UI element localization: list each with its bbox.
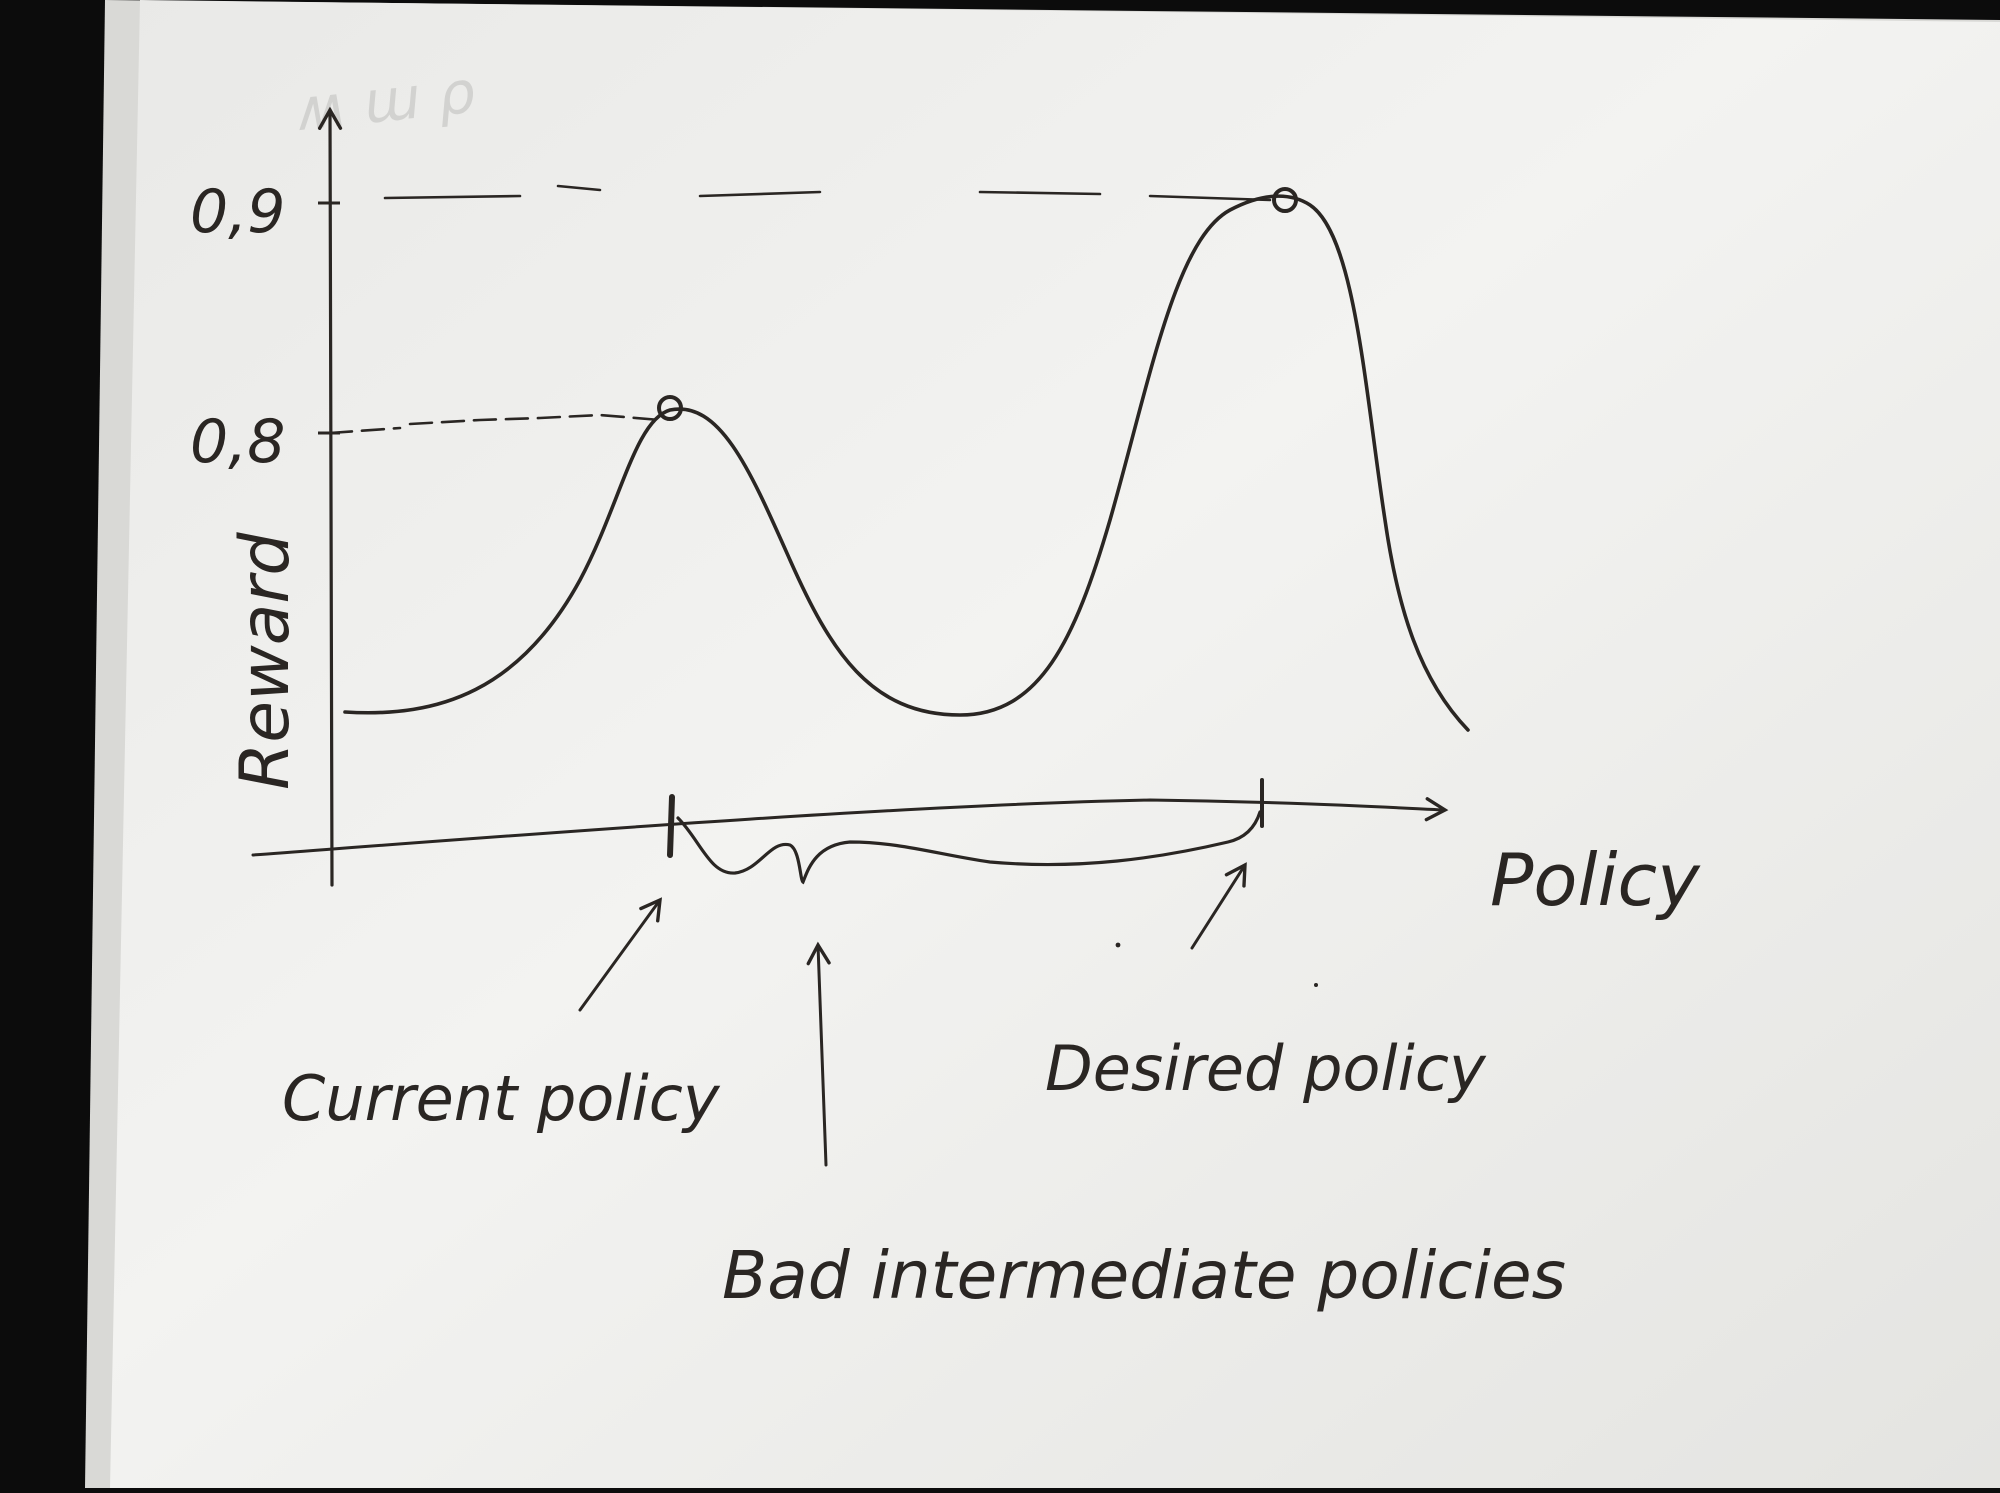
x-axis bbox=[251, 797, 1449, 857]
y-axis-label: Reward bbox=[226, 532, 305, 790]
current-policy-arrow bbox=[578, 897, 663, 1012]
intermediate-brace bbox=[676, 810, 1262, 885]
x-axis-label: Policy bbox=[1490, 838, 1701, 922]
reward-curve bbox=[343, 194, 1470, 732]
dashed-guide-0-8 bbox=[328, 413, 662, 435]
current-policy-marker bbox=[667, 794, 675, 858]
desired-policy-label: Desired policy bbox=[1045, 1032, 1487, 1105]
paper-sheet bbox=[110, 0, 2000, 1488]
bad-policies-arrow bbox=[806, 941, 831, 1167]
bad-policies-label: Bad intermediate policies bbox=[722, 1237, 1566, 1314]
y-axis bbox=[317, 106, 343, 887]
local-peak-point bbox=[657, 395, 683, 421]
y-tick-label-0-8: 0,8 bbox=[190, 407, 285, 477]
stray-dot bbox=[1314, 983, 1318, 987]
desired-policy-arrow bbox=[1190, 862, 1247, 950]
stray-dot bbox=[1115, 942, 1121, 948]
y-tick-label-0-9: 0,9 bbox=[190, 177, 285, 247]
global-peak-point bbox=[1272, 187, 1298, 213]
dashed-guide-0-9 bbox=[383, 184, 1272, 202]
current-policy-label: Current policy bbox=[282, 1062, 721, 1135]
